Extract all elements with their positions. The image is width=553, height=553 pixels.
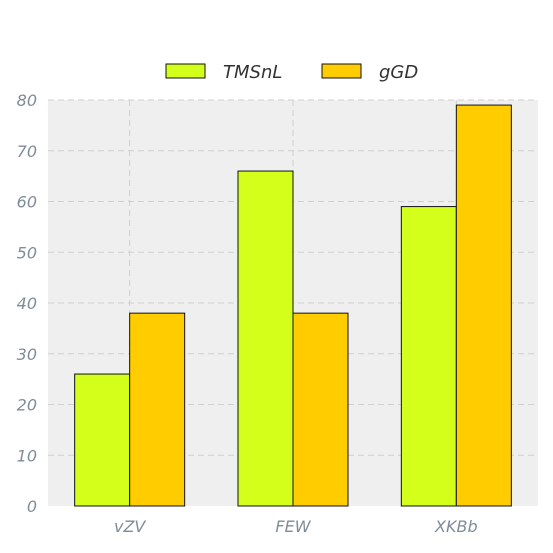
y-tick-label: 20 xyxy=(17,396,37,415)
bar-TMSnL-vZV xyxy=(74,373,131,507)
x-tick-label: XKBb xyxy=(434,517,478,536)
x-tick-label: vZV xyxy=(114,517,146,536)
y-tick-label: 50 xyxy=(17,243,37,262)
y-tick-label: 70 xyxy=(17,142,37,161)
legend-item-TMSnL: TMSnL xyxy=(165,62,282,83)
y-tick-label: 60 xyxy=(17,193,37,212)
bar-gGD-FEW xyxy=(292,312,349,507)
y-tick-label: 40 xyxy=(17,294,37,313)
y-tick-label: 10 xyxy=(17,446,37,465)
legend-label: gGD xyxy=(379,62,418,83)
y-tick-label: 80 xyxy=(17,91,37,110)
legend: TMSnL gGD xyxy=(165,62,418,83)
legend-item-gGD: gGD xyxy=(321,62,418,83)
legend-swatch xyxy=(165,63,206,79)
legend-swatch xyxy=(321,63,362,79)
bar-TMSnL-FEW xyxy=(237,170,294,507)
bars xyxy=(74,104,512,507)
x-axis-ticks: vZV FEW XKBb xyxy=(114,517,478,536)
bar-gGD-vZV xyxy=(129,312,186,507)
bar-TMSnL-XKBb xyxy=(400,206,457,507)
y-tick-label: 30 xyxy=(17,345,37,364)
y-tick-label: 0 xyxy=(27,497,37,516)
bar-gGD-XKBb xyxy=(455,104,512,507)
legend-label: TMSnL xyxy=(223,62,282,83)
x-tick-label: FEW xyxy=(275,517,311,536)
y-axis-ticks: 0 10 20 30 40 50 60 70 80 xyxy=(17,91,37,516)
